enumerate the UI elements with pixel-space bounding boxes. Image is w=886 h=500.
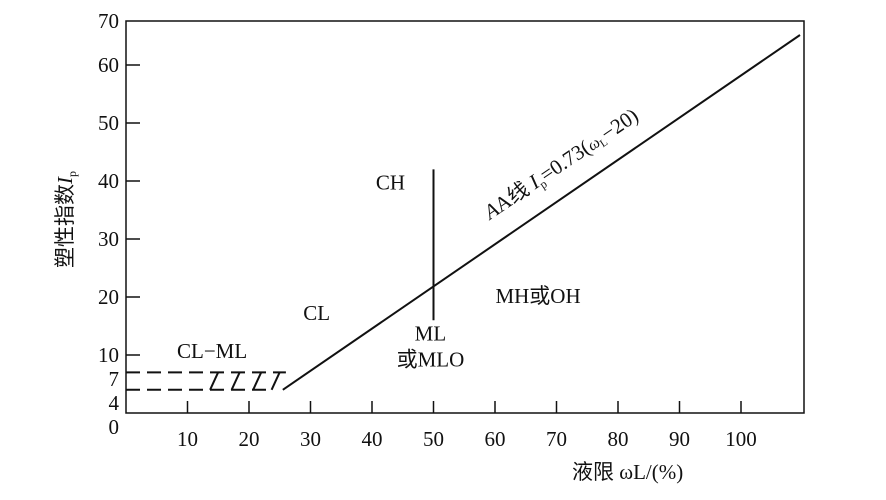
region-label: ML [415,322,447,346]
y-tick-label: 60 [98,53,119,77]
x-tick-label: 20 [239,427,260,451]
x-tick-label: 40 [362,427,383,451]
y-tick-label: 40 [98,169,119,193]
x-tick-label: 80 [608,427,629,451]
cl-ml-hatch [209,371,281,391]
y-tick-label: 70 [98,9,119,33]
region-label: CL [303,301,330,325]
region-label: CH [376,171,405,195]
y-tick-label: 4 [109,391,120,415]
x-tick-label: 70 [546,427,567,451]
x-tick-label: 30 [300,427,321,451]
y-tick-label: 0 [109,415,120,439]
hatch-mark [252,371,263,391]
x-tick-label: 90 [669,427,690,451]
series-a-line [282,34,801,391]
x-tick-label: 50 [423,427,444,451]
hatch-mark [230,371,241,391]
x-tick-label: 60 [485,427,506,451]
hatch-mark [209,371,220,391]
region-label: MH或OH [495,284,580,308]
a-line-label: AA线 Ip=0.73(ωL−20) [478,103,644,227]
y-tick-label: 50 [98,111,119,135]
hatch-mark [270,371,281,391]
x-tick-label: 100 [725,427,757,451]
x-tick-label: 10 [177,427,198,451]
y-tick-label: 20 [98,285,119,309]
region-label: 或MLO [397,348,465,372]
plot-frame [125,20,805,414]
y-tick-label: 10 [98,343,119,367]
region-label: CL−ML [177,339,247,363]
y-axis-label: 塑性指数Ip [53,171,79,268]
y-tick-label: 30 [98,227,119,251]
x-axis-label: 液限 ωL/(%) [572,460,683,484]
y-tick-label: 7 [109,367,120,391]
